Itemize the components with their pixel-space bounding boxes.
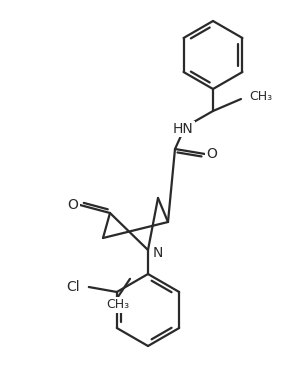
Text: HN: HN xyxy=(173,122,194,136)
Text: O: O xyxy=(207,147,217,161)
Text: CH₃: CH₃ xyxy=(107,298,129,311)
Text: N: N xyxy=(153,246,163,260)
Text: O: O xyxy=(68,198,79,212)
Text: CH₃: CH₃ xyxy=(249,89,272,103)
Text: Cl: Cl xyxy=(66,280,80,294)
